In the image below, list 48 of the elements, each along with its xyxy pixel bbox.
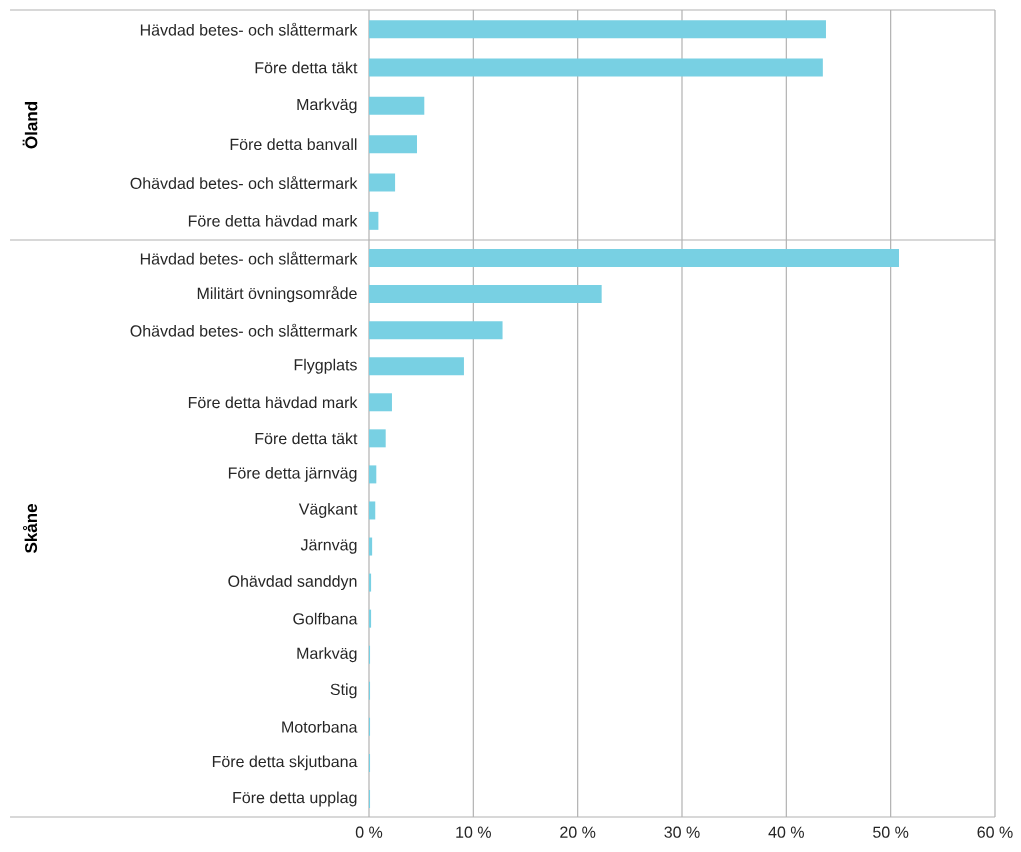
bar <box>369 211 379 230</box>
y-tick-label: Järnväg <box>300 539 357 554</box>
x-tick-label: 60 % <box>977 826 1013 838</box>
bar <box>369 501 376 520</box>
y-tick-label: Flygplats <box>294 358 357 374</box>
bar <box>369 429 386 448</box>
bar <box>369 573 372 592</box>
y-tick-label: Golfbana <box>293 612 358 625</box>
y-tick-label: Hävdad betes- och slåttermark <box>140 22 358 36</box>
y-tick-label: Före detta hävdad mark <box>188 396 358 409</box>
y-tick-label: Hävdad betes- och slåttermark <box>140 251 358 265</box>
y-tick-label: Motorbana <box>282 720 358 733</box>
bar <box>369 465 377 484</box>
bar <box>369 393 392 412</box>
x-tick-label: 30 % <box>664 826 700 838</box>
y-tick-label: Militärt övningsområde <box>197 285 357 303</box>
x-tick-label: 0 % <box>355 826 383 838</box>
y-tick-label: Före detta banvall <box>230 138 357 151</box>
y-tick-label: Stig <box>330 683 357 699</box>
bar <box>369 249 899 268</box>
y-tick-label: Före detta täkt <box>255 61 358 74</box>
y-tick-label: Före detta hävdad mark <box>188 214 358 227</box>
x-tick-label: 20 % <box>560 826 596 838</box>
bar <box>369 357 464 376</box>
y-axis-title: Öland <box>22 102 38 149</box>
bar <box>369 96 425 115</box>
bar <box>369 135 417 154</box>
y-axis-title: Skåne <box>22 504 38 554</box>
y-tick-label: Markväg <box>297 98 357 114</box>
y-tick-label: Före detta täkt <box>255 432 358 445</box>
bar <box>369 285 602 304</box>
y-tick-label: Före detta järnväg <box>228 466 357 482</box>
bar <box>369 537 373 556</box>
bar <box>369 20 826 39</box>
y-tick-label: Ohävdad betes- och slåttermark <box>130 323 358 337</box>
y-tick-label: Markväg <box>297 647 357 663</box>
y-tick-label: Vägkant <box>298 503 358 518</box>
y-tick-label: Ohävdad sanddyn <box>228 575 357 591</box>
x-tick-label: 50 % <box>873 826 909 838</box>
y-tick-label: Före detta skjutbana <box>212 755 358 771</box>
y-tick-label: Före detta upplag <box>233 791 357 807</box>
bar <box>369 173 396 192</box>
bar <box>369 609 372 628</box>
bar <box>369 321 503 340</box>
y-tick-label: Ohävdad betes- och slåttermark <box>130 175 358 190</box>
x-tick-label: 10 % <box>456 826 491 838</box>
x-tick-label: 40 % <box>768 826 804 838</box>
bar <box>369 58 823 77</box>
